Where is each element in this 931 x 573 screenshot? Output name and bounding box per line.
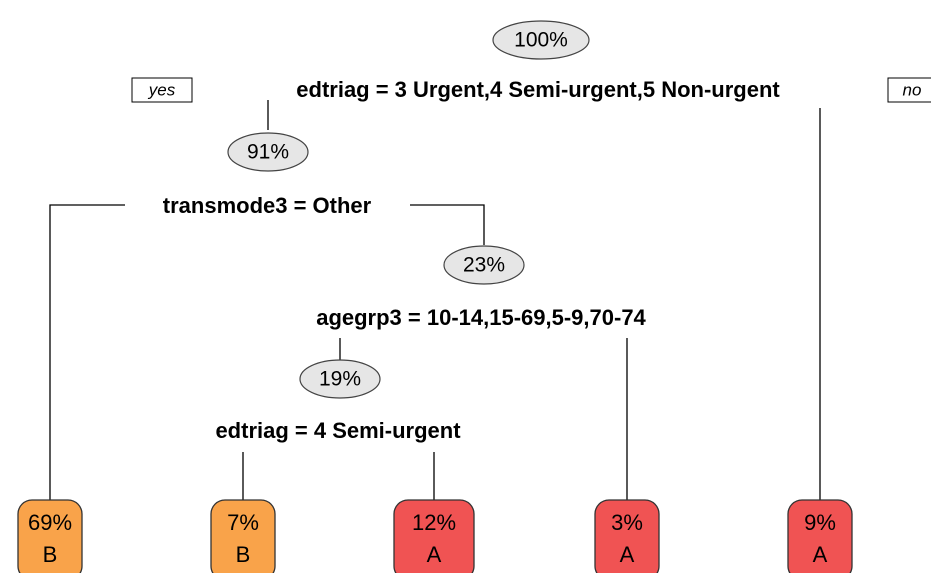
- node-percent: 91%: [247, 141, 289, 164]
- edge: [410, 204, 485, 245]
- leaf-class: A: [620, 542, 635, 567]
- leaf-percent: 12%: [412, 510, 456, 535]
- node-ellipse: [443, 245, 525, 285]
- yes-label: yes: [148, 80, 176, 99]
- node-percent: 19%: [319, 368, 361, 391]
- leaf-box: [594, 499, 660, 573]
- split-label: edtriag = 4 Semi-urgent: [215, 418, 461, 443]
- leaf-box: [17, 499, 83, 573]
- leaf-percent: 7%: [227, 510, 259, 535]
- yes-box: [131, 77, 193, 103]
- leaf-box: [787, 499, 853, 573]
- split-label: transmode3 = Other: [163, 193, 372, 218]
- leaf-class: B: [43, 542, 58, 567]
- node-percent: 100%: [514, 29, 568, 52]
- split-label: agegrp3 = 10-14,15-69,5-9,70-74: [316, 305, 646, 330]
- split-label: edtriag = 3 Urgent,4 Semi-urgent,5 Non-u…: [296, 77, 780, 102]
- leaf-percent: 9%: [804, 510, 836, 535]
- leaf-class: A: [427, 542, 442, 567]
- node-percent: 23%: [463, 254, 505, 277]
- leaf-box: [210, 499, 276, 573]
- node-ellipse: [492, 20, 590, 60]
- leaf-percent: 69%: [28, 510, 72, 535]
- leaf-box: [393, 499, 475, 573]
- node-ellipse: [227, 132, 309, 172]
- leaves: 69% B 7% B 12% A 3% A 9% A: [17, 499, 853, 573]
- leaf-percent: 3%: [611, 510, 643, 535]
- leaf-class: A: [813, 542, 828, 567]
- no-label: no: [903, 80, 922, 99]
- no-box: [887, 77, 931, 103]
- node-ellipse: [299, 359, 381, 399]
- edge: [49, 204, 125, 500]
- leaf-class: B: [236, 542, 251, 567]
